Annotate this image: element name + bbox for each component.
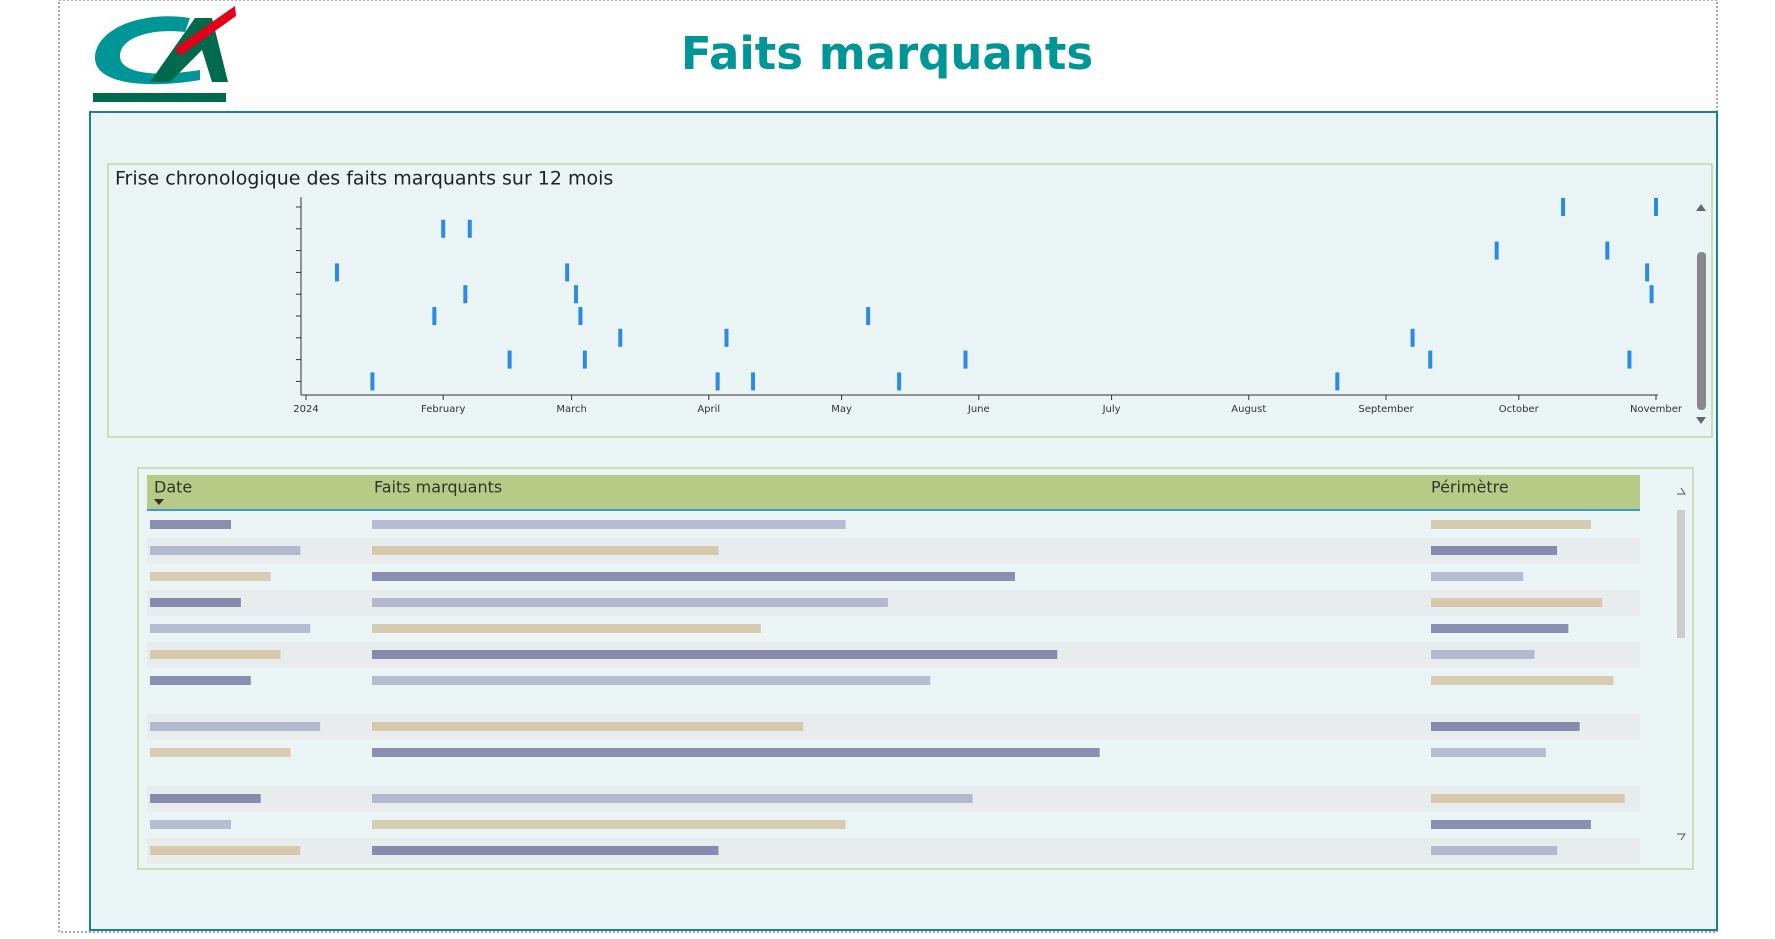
event-marker: [334, 263, 339, 282]
x-tick-label: July: [1102, 404, 1121, 415]
event-marker: [507, 350, 512, 369]
x-tick-label: May: [831, 404, 852, 415]
redacted-text: [1431, 794, 1625, 803]
redacted-text: [150, 572, 271, 581]
event-marker: [1649, 285, 1654, 304]
redacted-text: [150, 748, 291, 757]
redacted-text: [150, 624, 311, 633]
redacted-text: [372, 650, 1058, 659]
redacted-text: [372, 820, 846, 829]
x-tick-label: 2024: [293, 404, 318, 415]
redacted-text: [372, 520, 846, 529]
x-tick-label: October: [1499, 404, 1540, 415]
redacted-text: [1431, 598, 1603, 607]
redacted-text: [1431, 846, 1558, 855]
redacted-text: [1431, 676, 1614, 685]
event-marker: [963, 350, 968, 369]
x-tick-label: September: [1358, 404, 1414, 415]
logo: [93, 6, 236, 102]
chart-panel: [107, 163, 1713, 438]
chart-title: Frise chronologique des faits marquants …: [115, 168, 613, 190]
redacted-text: [1431, 722, 1580, 731]
event-marker: [1410, 328, 1415, 347]
event-marker: [578, 307, 583, 325]
redacted-text: [150, 820, 231, 829]
event-marker: [1605, 241, 1610, 260]
column-header[interactable]: Faits marquants: [374, 478, 502, 497]
event-marker: [582, 350, 587, 369]
x-tick-label: August: [1231, 404, 1266, 415]
table-row-bg: [147, 590, 1640, 616]
event-marker: [432, 307, 437, 325]
event-marker: [370, 372, 375, 391]
table-scrollbar: [1677, 487, 1686, 841]
redacted-text: [372, 572, 1015, 581]
column-header[interactable]: Périmètre: [1431, 478, 1509, 497]
table-row-bg: [147, 838, 1640, 864]
event-marker: [574, 285, 578, 304]
event-marker: [724, 328, 729, 347]
redacted-text: [150, 650, 281, 659]
sort-indicator[interactable]: [154, 499, 164, 505]
redacted-text: [1431, 546, 1558, 555]
redacted-text: [150, 676, 251, 685]
event-marker: [751, 372, 756, 391]
x-tick-label: June: [967, 404, 990, 415]
event-marker: [565, 263, 570, 282]
redacted-text: [372, 624, 761, 633]
redacted-text: [372, 722, 804, 731]
redacted-text: [372, 676, 931, 685]
event-marker: [618, 328, 623, 347]
event-marker: [441, 219, 446, 238]
event-marker: [467, 219, 472, 238]
event-marker: [1645, 263, 1650, 282]
table-row-bg: [147, 538, 1640, 564]
redacted-text: [1431, 820, 1591, 829]
table-rows: [147, 520, 1640, 864]
event-marker: [1428, 350, 1433, 369]
event-marker: [715, 372, 720, 391]
redacted-text: [372, 598, 888, 607]
redacted-text: [150, 846, 301, 855]
event-marker: [866, 307, 871, 325]
redacted-text: [372, 846, 719, 855]
redacted-text: [1431, 748, 1546, 757]
table-header: [147, 475, 1640, 509]
redacted-text: [150, 598, 241, 607]
redacted-text: [1431, 650, 1535, 659]
redacted-text: [372, 794, 973, 803]
redacted-text: [150, 546, 301, 555]
event-marker: [1561, 198, 1566, 216]
redacted-text: [1431, 624, 1569, 633]
x-tick-label: February: [421, 404, 465, 415]
redacted-text: [150, 520, 231, 529]
event-marker: [897, 372, 902, 391]
page-title: Faits marquants: [681, 27, 1093, 80]
redacted-text: [372, 546, 719, 555]
event-marker: [1627, 350, 1632, 369]
redacted-text: [150, 794, 261, 803]
redacted-text: [1431, 572, 1524, 581]
x-tick-label: April: [697, 404, 720, 415]
redacted-text: [1431, 520, 1591, 529]
event-marker: [1335, 372, 1340, 391]
event-marker: [1654, 198, 1658, 216]
column-header[interactable]: Date: [154, 478, 192, 497]
redacted-text: [150, 722, 321, 731]
table-row-bg: [147, 714, 1640, 740]
x-tick-label: November: [1630, 404, 1683, 415]
redacted-text: [372, 748, 1100, 757]
event-marker: [463, 285, 468, 304]
x-tick-label: March: [556, 404, 586, 415]
event-marker: [1494, 241, 1499, 260]
chart-scrollbar: [1696, 204, 1706, 424]
